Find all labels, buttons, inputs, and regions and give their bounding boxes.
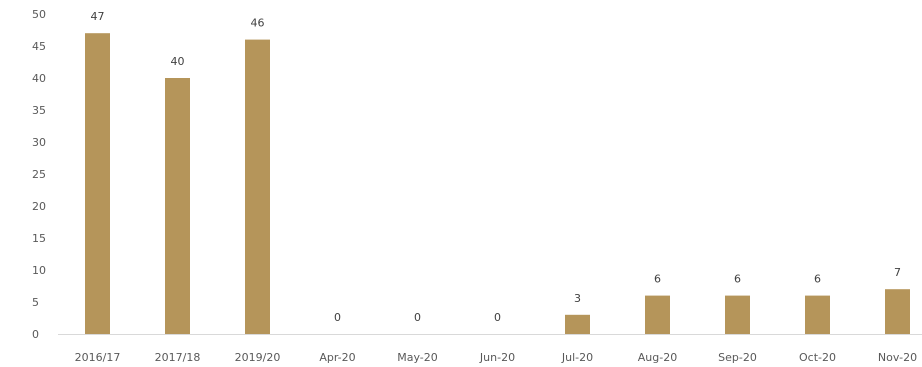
y-tick-label: 35 (32, 104, 46, 117)
x-axis-ticks: 2016/17 2017/18 2019/20 Apr-20 May-20 Jun-20 J… (75, 351, 917, 364)
data-label: 47 (91, 10, 105, 23)
y-tick-label: 5 (32, 296, 39, 309)
bars-group (85, 33, 910, 334)
y-tick-label: 15 (32, 232, 46, 245)
bar-aug-20 (645, 295, 670, 334)
x-tick-label: Apr-20 (319, 351, 355, 364)
y-tick-label: 45 (32, 40, 46, 53)
y-tick-label: 0 (32, 328, 39, 341)
x-tick-label: May-20 (397, 351, 438, 364)
x-tick-label: Sep-20 (718, 351, 757, 364)
data-label: 6 (734, 273, 741, 286)
x-tick-label: Nov-20 (878, 351, 917, 364)
x-tick-label: Aug-20 (638, 351, 677, 364)
data-label: 7 (894, 266, 901, 279)
bar-oct-20 (805, 295, 830, 334)
y-tick-label: 30 (32, 136, 46, 149)
x-tick-label: Oct-20 (799, 351, 836, 364)
bar-nov-20 (885, 289, 910, 334)
data-label: 0 (334, 311, 341, 324)
y-axis-ticks: 0 5 10 15 20 25 30 35 40 45 50 (32, 8, 46, 341)
data-label: 46 (251, 17, 265, 30)
y-tick-label: 40 (32, 72, 46, 85)
bar-2019-20 (245, 39, 270, 334)
data-label: 0 (494, 311, 501, 324)
bar-jul-20 (565, 314, 590, 334)
data-labels-group: 47 40 46 0 0 0 3 6 6 6 7 (91, 10, 902, 324)
data-label: 3 (574, 292, 581, 305)
data-label: 6 (814, 273, 821, 286)
y-tick-label: 10 (32, 264, 46, 277)
x-tick-label: 2019/20 (235, 351, 281, 364)
bar-2017-18 (165, 78, 190, 334)
x-tick-label: Jun-20 (479, 351, 515, 364)
y-tick-label: 50 (32, 8, 46, 21)
bar-2016-17 (85, 33, 110, 334)
x-tick-label: 2017/18 (155, 351, 201, 364)
data-label: 0 (414, 311, 421, 324)
x-tick-label: Jul-20 (561, 351, 593, 364)
data-label: 6 (654, 273, 661, 286)
y-tick-label: 20 (32, 200, 46, 213)
x-tick-label: 2016/17 (75, 351, 121, 364)
data-label: 40 (171, 55, 185, 68)
bar-sep-20 (725, 295, 750, 334)
y-tick-label: 25 (32, 168, 46, 181)
